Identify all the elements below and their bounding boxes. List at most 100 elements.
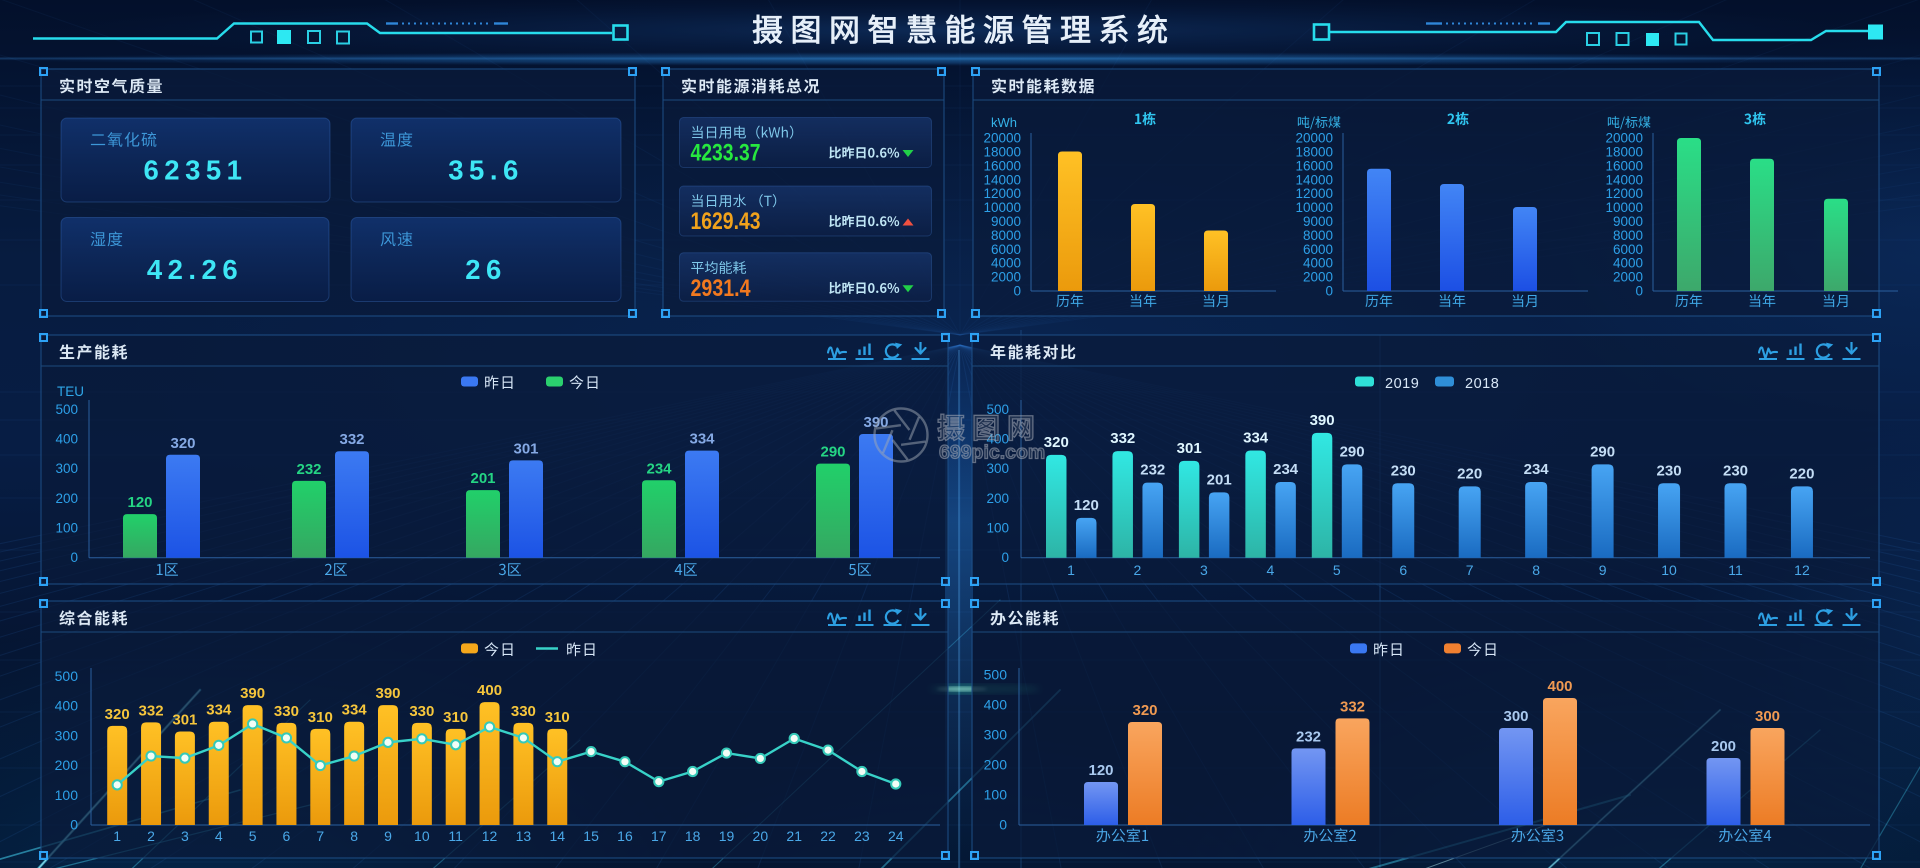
svg-text:8000: 8000: [991, 228, 1021, 243]
svg-text:6000: 6000: [991, 242, 1021, 257]
svg-text:0: 0: [1013, 284, 1021, 299]
svg-text:3: 3: [181, 828, 189, 844]
svg-text:1629.43: 1629.43: [691, 208, 761, 235]
svg-text:1: 1: [113, 828, 121, 844]
svg-text:12: 12: [482, 828, 498, 844]
svg-text:320: 320: [105, 706, 130, 723]
svg-text:4000: 4000: [991, 256, 1021, 271]
svg-text:14000: 14000: [1295, 172, 1333, 187]
svg-text:0: 0: [1635, 284, 1643, 299]
svg-text:232: 232: [296, 461, 321, 478]
svg-text:8: 8: [1532, 562, 1540, 578]
svg-text:201: 201: [470, 470, 495, 487]
svg-text:120: 120: [1074, 497, 1099, 514]
svg-text:9000: 9000: [1303, 214, 1333, 229]
svg-text:310: 310: [443, 709, 468, 726]
svg-text:100: 100: [55, 787, 79, 803]
svg-text:62351: 62351: [144, 155, 248, 186]
svg-text:10000: 10000: [1605, 200, 1643, 215]
svg-text:20000: 20000: [1295, 131, 1333, 146]
svg-text:230: 230: [1391, 462, 1416, 479]
svg-text:301: 301: [1177, 440, 1202, 457]
svg-text:220: 220: [1789, 465, 1814, 482]
svg-text:232: 232: [1296, 728, 1321, 745]
svg-text:9: 9: [384, 828, 392, 844]
svg-text:10: 10: [414, 828, 430, 844]
svg-text:9: 9: [1599, 562, 1607, 578]
svg-text:18000: 18000: [1295, 145, 1333, 160]
svg-text:18000: 18000: [1605, 145, 1643, 160]
svg-text:24: 24: [888, 828, 904, 844]
svg-text:5: 5: [1333, 562, 1341, 578]
svg-text:26: 26: [465, 254, 507, 285]
svg-text:10000: 10000: [983, 200, 1021, 215]
svg-text:16000: 16000: [1605, 158, 1643, 173]
svg-text:3: 3: [1200, 562, 1208, 578]
svg-text:220: 220: [1457, 465, 1482, 482]
svg-text:320: 320: [1044, 434, 1069, 451]
svg-text:500: 500: [984, 667, 1008, 683]
svg-text:234: 234: [1524, 461, 1550, 478]
svg-text:201: 201: [1207, 471, 1232, 488]
svg-text:42.26: 42.26: [147, 254, 243, 285]
svg-text:500: 500: [986, 402, 1009, 417]
svg-text:20: 20: [753, 828, 769, 844]
svg-text:12000: 12000: [983, 186, 1021, 201]
svg-text:14000: 14000: [1605, 172, 1643, 187]
svg-text:0: 0: [70, 817, 78, 833]
svg-text:200: 200: [986, 491, 1009, 506]
svg-text:2: 2: [1134, 562, 1142, 578]
svg-text:2000: 2000: [991, 270, 1021, 285]
svg-text:301: 301: [513, 440, 538, 457]
svg-text:16000: 16000: [983, 158, 1021, 173]
svg-text:16000: 16000: [1295, 158, 1333, 173]
svg-text:0: 0: [1325, 284, 1333, 299]
svg-text:2019: 2019: [1385, 376, 1419, 392]
svg-text:320: 320: [170, 435, 195, 452]
svg-text:16: 16: [617, 828, 633, 844]
svg-text:18: 18: [685, 828, 701, 844]
svg-text:8: 8: [350, 828, 358, 844]
svg-text:334: 334: [342, 702, 368, 719]
svg-text:300: 300: [986, 461, 1009, 476]
svg-text:12000: 12000: [1295, 186, 1333, 201]
svg-text:200: 200: [55, 491, 78, 506]
svg-text:332: 332: [139, 702, 164, 719]
svg-text:6000: 6000: [1613, 242, 1643, 257]
svg-text:400: 400: [55, 432, 78, 447]
svg-text:7: 7: [1466, 562, 1474, 578]
svg-text:400: 400: [477, 682, 502, 699]
svg-text:14000: 14000: [983, 172, 1021, 187]
svg-text:2018: 2018: [1465, 376, 1499, 392]
svg-text:230: 230: [1657, 462, 1682, 479]
svg-text:4: 4: [215, 828, 223, 844]
svg-text:290: 290: [1590, 443, 1615, 460]
svg-text:22: 22: [820, 828, 836, 844]
svg-text:390: 390: [375, 685, 400, 702]
svg-text:200: 200: [1711, 738, 1736, 755]
svg-text:10: 10: [1661, 562, 1677, 578]
svg-text:4000: 4000: [1303, 256, 1333, 271]
svg-text:11: 11: [1728, 562, 1743, 578]
svg-text:9000: 9000: [1613, 214, 1643, 229]
svg-text:310: 310: [308, 709, 333, 726]
svg-text:6000: 6000: [1303, 242, 1333, 257]
svg-text:2931.4: 2931.4: [691, 275, 752, 302]
svg-text:9000: 9000: [991, 214, 1021, 229]
svg-text:300: 300: [984, 727, 1008, 743]
svg-text:kWh: kWh: [991, 115, 1017, 130]
svg-text:13: 13: [516, 828, 532, 844]
svg-text:230: 230: [1723, 462, 1748, 479]
svg-text:400: 400: [1547, 678, 1572, 695]
svg-text:390: 390: [1310, 412, 1335, 429]
svg-text:334: 334: [689, 431, 715, 448]
svg-text:400: 400: [55, 698, 79, 714]
svg-text:120: 120: [1088, 762, 1113, 779]
svg-text:8000: 8000: [1613, 228, 1643, 243]
svg-text:699pic.com: 699pic.com: [939, 442, 1045, 464]
svg-text:35.6: 35.6: [448, 155, 524, 186]
svg-text:310: 310: [545, 709, 570, 726]
svg-text:334: 334: [206, 702, 232, 719]
svg-text:12000: 12000: [1605, 186, 1643, 201]
svg-text:332: 332: [339, 431, 364, 448]
